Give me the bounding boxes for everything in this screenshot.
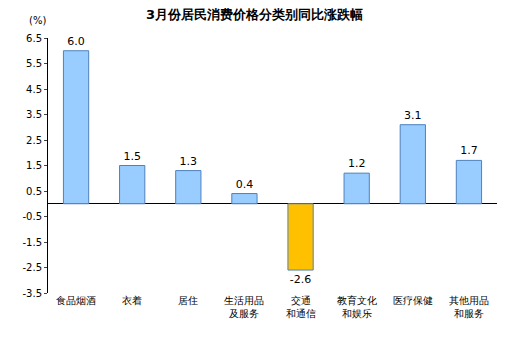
svg-text:-2.5: -2.5: [22, 262, 42, 273]
svg-text:2.5: 2.5: [26, 135, 42, 146]
svg-text:0.5: 0.5: [26, 186, 42, 197]
svg-text:1.7: 1.7: [460, 144, 478, 157]
svg-text:5.5: 5.5: [26, 58, 42, 69]
svg-text:交通和通信: 交通和通信: [286, 295, 316, 319]
svg-text:生活用品及服务: 生活用品及服务: [224, 295, 264, 319]
svg-text:3月份居民消费价格分类别同比涨跌幅: 3月份居民消费价格分类别同比涨跌幅: [146, 7, 363, 22]
svg-text:-0.5: -0.5: [22, 211, 42, 222]
svg-text:1.3: 1.3: [180, 155, 198, 168]
svg-text:其他用品和服务: 其他用品和服务: [449, 295, 489, 319]
svg-text:6.5: 6.5: [26, 33, 42, 44]
svg-text:-3.5: -3.5: [22, 288, 42, 299]
svg-text:-1.5: -1.5: [22, 237, 42, 248]
svg-text:-2.6: -2.6: [290, 273, 311, 286]
svg-text:医疗保健: 医疗保健: [393, 295, 433, 306]
svg-text:1.5: 1.5: [123, 150, 141, 163]
svg-text:6.0: 6.0: [67, 35, 85, 48]
svg-text:1.5: 1.5: [26, 160, 42, 171]
svg-text:1.2: 1.2: [348, 157, 366, 170]
svg-text:食品烟酒: 食品烟酒: [56, 295, 96, 306]
svg-text:3.1: 3.1: [404, 109, 422, 122]
svg-text:教育文化和娱乐: 教育文化和娱乐: [337, 295, 377, 319]
svg-text:0.4: 0.4: [236, 178, 254, 191]
svg-text:3.5: 3.5: [26, 109, 42, 120]
svg-text:衣着: 衣着: [122, 295, 142, 306]
svg-text:(%): (%): [29, 15, 46, 26]
svg-text:居住: 居住: [178, 295, 198, 306]
svg-text:4.5: 4.5: [26, 84, 42, 95]
